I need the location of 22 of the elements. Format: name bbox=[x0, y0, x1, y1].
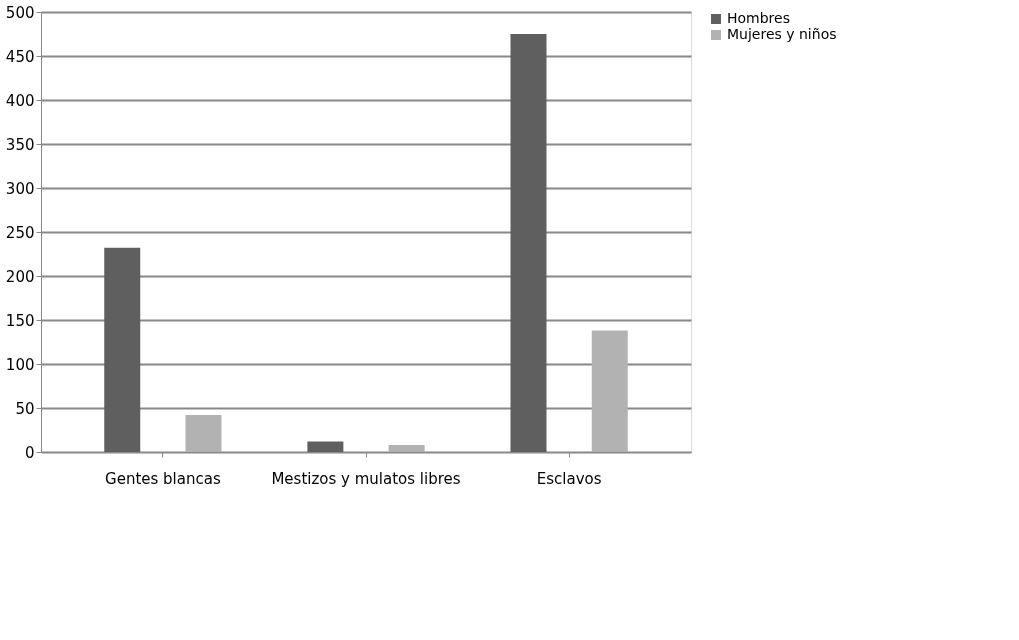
x-tick-label: Esclavos bbox=[536, 469, 602, 488]
legend-label: Hombres bbox=[727, 10, 790, 26]
y-tick-label: 50 bbox=[15, 399, 35, 418]
bar bbox=[104, 247, 141, 452]
y-tick-label: 350 bbox=[5, 135, 35, 154]
y-tick-label: 250 bbox=[5, 223, 35, 242]
x-tick-label: Mestizos y mulatos libres bbox=[271, 469, 461, 488]
legend-label: Mujeres y niños bbox=[727, 26, 837, 42]
y-tick-label: 450 bbox=[5, 47, 35, 66]
y-tick-label: 200 bbox=[5, 267, 35, 286]
y-tick-label: 300 bbox=[5, 179, 35, 198]
y-tick-label: 100 bbox=[5, 355, 35, 374]
y-tick-label: 150 bbox=[5, 311, 35, 330]
y-tick-label: 500 bbox=[5, 3, 35, 22]
bar bbox=[185, 415, 222, 452]
y-tick-label: 0 bbox=[24, 443, 35, 462]
y-tick-label: 400 bbox=[5, 91, 35, 110]
bar bbox=[510, 34, 547, 452]
bar bbox=[388, 444, 425, 452]
bar bbox=[591, 330, 628, 452]
x-tick-label: Gentes blancas bbox=[105, 469, 221, 488]
bar bbox=[307, 441, 344, 452]
